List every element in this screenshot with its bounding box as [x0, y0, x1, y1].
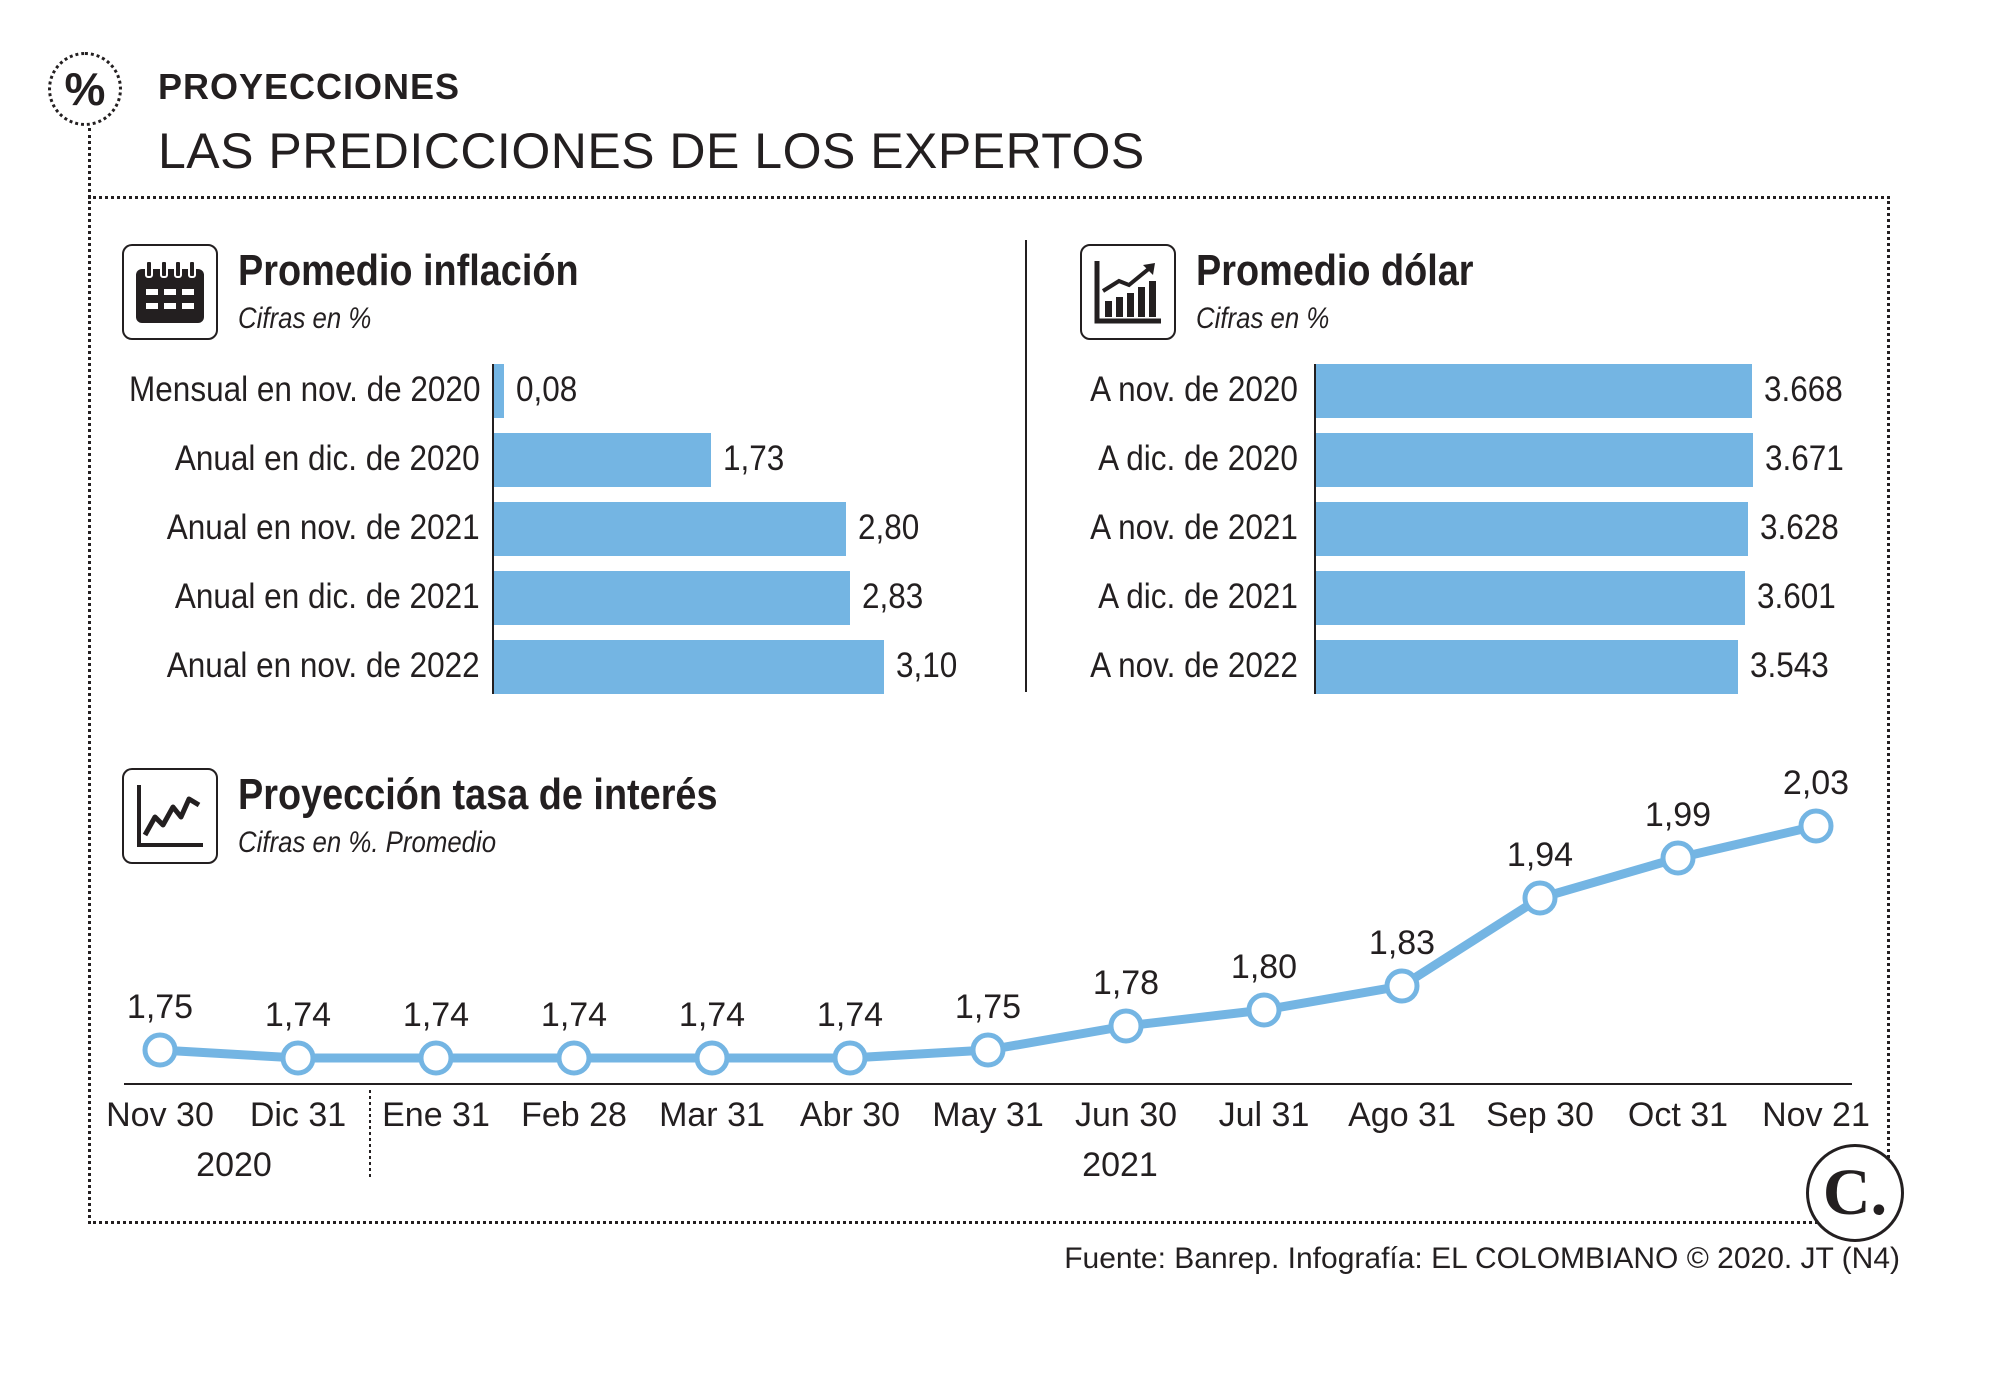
bar-category-label: A nov. de 2021	[1090, 508, 1298, 547]
rate-data-point	[1108, 1008, 1144, 1044]
year-label-2020: 2020	[196, 1146, 272, 1184]
bar	[1316, 433, 1753, 487]
rate-value-label: 1,75	[955, 988, 1021, 1026]
bar-category-label: Mensual en nov. de 2020	[128, 370, 480, 409]
bar-value-label: 3.543	[1749, 646, 1829, 685]
rate-value-label: 2,03	[1783, 764, 1849, 802]
bar	[494, 640, 884, 694]
x-tick-label: Feb 28	[521, 1096, 627, 1134]
rate-value-label: 1,74	[403, 996, 469, 1034]
line-chart-icon	[122, 768, 218, 864]
bar-category-label: A nov. de 2022	[1090, 646, 1298, 685]
rate-value-label: 1,83	[1369, 924, 1435, 962]
rate-data-point	[832, 1040, 868, 1076]
x-tick-label: Sep 30	[1486, 1096, 1594, 1134]
rate-value-label: 1,74	[679, 996, 745, 1034]
bar-category-label: A nov. de 2020	[1090, 370, 1298, 409]
source-credit: Fuente: Banrep. Infografía: EL COLOMBIAN…	[1064, 1242, 1900, 1275]
bar-category-label: Anual en dic. de 2021	[175, 577, 480, 616]
bar	[1316, 364, 1753, 418]
x-tick-label: May 31	[932, 1096, 1044, 1134]
rate-value-label: 1,74	[817, 996, 883, 1034]
rate-data-point	[970, 1032, 1006, 1068]
dollar-title: Promedio dólar	[1196, 246, 1474, 295]
x-tick-label: Nov 21	[1762, 1096, 1870, 1134]
x-tick-label: Ene 31	[382, 1096, 490, 1134]
bar	[1316, 502, 1748, 556]
rate-value-label: 1,74	[265, 996, 331, 1034]
bar-category-label: Anual en nov. de 2022	[167, 646, 480, 685]
bar-category-label: Anual en dic. de 2020	[175, 439, 480, 478]
el-colombiano-logo: C.	[1806, 1144, 1904, 1242]
percent-badge-icon: %	[48, 52, 122, 126]
x-tick-label: Mar 31	[659, 1096, 765, 1134]
bar	[494, 571, 850, 625]
bar-value-label: 3.671	[1764, 439, 1844, 478]
bar	[494, 433, 712, 487]
x-tick-label: Ago 31	[1348, 1096, 1456, 1134]
chart-frame	[88, 196, 1890, 1224]
rate-data-point	[142, 1032, 178, 1068]
rising-bar-chart-icon	[1080, 244, 1176, 340]
inflation-title: Promedio inflación	[238, 246, 579, 295]
x-tick-label: Dic 31	[250, 1096, 346, 1134]
inflation-subtitle: Cifras en %	[238, 302, 372, 335]
bar-value-label: 3.668	[1764, 370, 1844, 409]
bar-category-label: A dic. de 2020	[1098, 439, 1298, 478]
x-tick-label: Jul 31	[1219, 1096, 1310, 1134]
dollar-chart-axis	[1314, 364, 1316, 694]
rate-value-label: 1,99	[1645, 796, 1711, 834]
rate-value-label: 1,94	[1507, 836, 1573, 874]
bar	[1316, 640, 1738, 694]
rate-title: Proyección tasa de interés	[238, 770, 718, 819]
bar	[494, 502, 846, 556]
bar-value-label: 3,10	[895, 646, 958, 685]
rate-value-label: 1,75	[127, 988, 193, 1026]
panel-divider	[1025, 240, 1027, 692]
rate-data-point	[1798, 808, 1834, 844]
rate-data-point	[418, 1040, 454, 1076]
headline: LAS PREDICCIONES DE LOS EXPERTOS	[158, 123, 1145, 179]
rate-data-point	[556, 1040, 592, 1076]
bar-value-label: 2,83	[861, 577, 924, 616]
section-label: PROYECCIONES	[158, 66, 461, 107]
bar-category-label: A dic. de 2021	[1098, 577, 1298, 616]
frame-left-border	[88, 128, 91, 1224]
bar	[494, 364, 505, 418]
rate-data-point	[280, 1040, 316, 1076]
rate-value-label: 1,74	[541, 996, 607, 1034]
dollar-subtitle: Cifras en %	[1196, 302, 1330, 335]
inflation-chart-axis	[492, 364, 494, 694]
x-tick-label: Jun 30	[1075, 1096, 1177, 1134]
bar-value-label: 0,08	[516, 370, 578, 409]
rate-data-point	[1522, 880, 1558, 916]
rate-value-label: 1,80	[1231, 948, 1297, 986]
rate-data-point	[1660, 840, 1696, 876]
x-tick-label: Nov 30	[106, 1096, 214, 1134]
x-tick-label: Oct 31	[1628, 1096, 1728, 1134]
bar-value-label: 3.628	[1759, 508, 1839, 547]
bar-value-label: 2,80	[858, 508, 920, 547]
x-tick-label: Abr 30	[800, 1096, 900, 1134]
bar-value-label: 1,73	[723, 439, 785, 478]
rate-data-point	[694, 1040, 730, 1076]
bar-category-label: Anual en nov. de 2021	[167, 508, 480, 547]
rate-value-label: 1,78	[1093, 964, 1159, 1002]
bar	[1316, 571, 1745, 625]
rate-data-point	[1246, 992, 1282, 1028]
calendar-icon	[122, 244, 218, 340]
year-label-2021: 2021	[1082, 1146, 1158, 1184]
rate-subtitle: Cifras en %. Promedio	[238, 826, 497, 859]
bar-value-label: 3.601	[1756, 577, 1836, 616]
rate-data-point	[1384, 968, 1420, 1004]
